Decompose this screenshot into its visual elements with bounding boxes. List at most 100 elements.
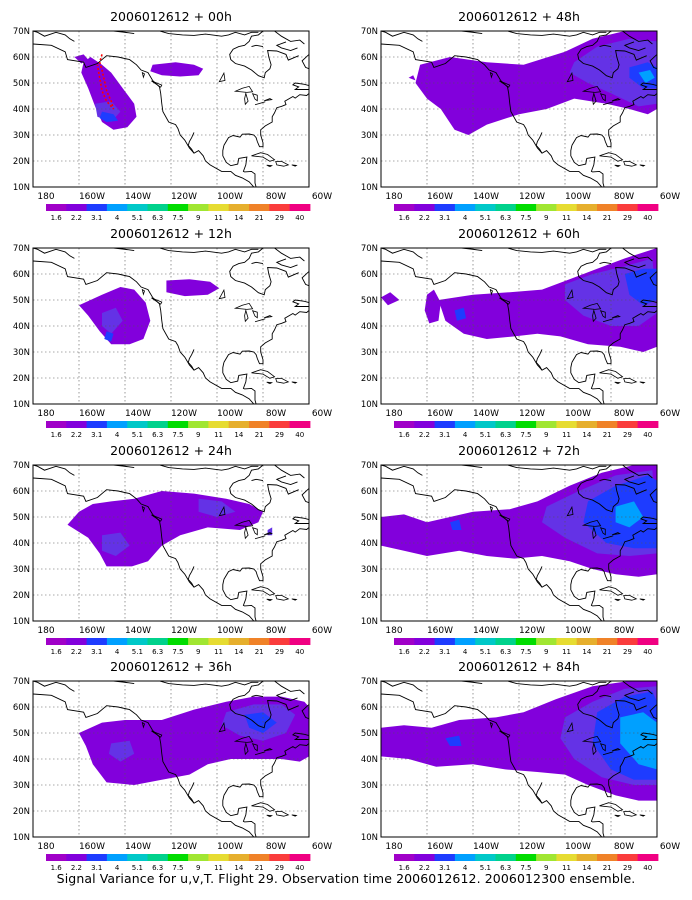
variance-shading — [381, 292, 400, 306]
panel-title: 2006012612 + 12h — [110, 226, 232, 241]
colorbar-label: 4 — [115, 864, 120, 872]
longitude-label: 60W — [312, 626, 332, 636]
colorbar-label: 11 — [562, 431, 571, 439]
longitude-label: 80W — [266, 409, 286, 419]
colorbar-label: 1.6 — [51, 431, 63, 439]
coastline — [33, 681, 75, 692]
latitude-label: 50N — [361, 79, 378, 89]
coastline — [614, 381, 622, 385]
latitude-label: 30N — [13, 131, 30, 141]
colorbar-label: 9 — [544, 214, 548, 222]
coastline — [535, 782, 543, 804]
colorbar: 1.6 2.2 3.1 4 5.1 6.3 7.5 9 11 14 21 29 40 — [46, 638, 311, 656]
colorbar-swatch — [597, 421, 618, 428]
map-area — [381, 31, 657, 187]
coastline — [264, 748, 273, 752]
colorbar-label: 29 — [275, 864, 284, 872]
colorbar-swatch — [394, 854, 415, 861]
colorbar-label: 2.2 — [71, 431, 82, 439]
colorbar-swatch — [208, 421, 230, 428]
coastline — [381, 260, 605, 404]
colorbar-label: 29 — [623, 431, 632, 439]
map-frame — [32, 30, 310, 188]
latitude-label: 70N — [361, 27, 378, 37]
coastline — [187, 349, 195, 371]
colorbar-label: 9 — [544, 648, 548, 656]
coastline — [275, 594, 290, 601]
panel-title: 2006012612 + 60h — [458, 226, 580, 241]
longitude-label: 180 — [385, 626, 402, 636]
variance-shading — [450, 519, 462, 530]
latitude-label: 20N — [361, 374, 378, 384]
coastline — [507, 681, 607, 687]
colorbar-swatch — [289, 421, 311, 428]
coastline — [612, 315, 621, 319]
longitude-label: 100W — [565, 626, 591, 636]
coastline — [218, 505, 226, 517]
longitude-label: 60W — [312, 842, 332, 852]
coastline — [592, 91, 597, 106]
coastline — [251, 802, 276, 812]
coastline — [266, 814, 274, 818]
latitude-label: 40N — [13, 539, 30, 549]
colorbar-label: 6.3 — [152, 864, 163, 872]
colorbar-label: 5.1 — [132, 864, 143, 872]
map-area — [33, 248, 309, 404]
colorbar-swatch — [269, 638, 291, 645]
variance-shading — [620, 712, 657, 770]
colorbar-label: 5.1 — [132, 648, 143, 656]
colorbar-swatch — [475, 204, 496, 211]
coastline — [571, 743, 657, 798]
colorbar-swatch — [556, 204, 578, 211]
variance-shading — [615, 501, 644, 528]
colorbar-label: 14 — [582, 864, 591, 872]
colorbar-swatch — [536, 854, 557, 861]
coastline — [535, 132, 543, 154]
panel-title: 2006012612 + 36h — [110, 659, 232, 674]
coastline — [612, 748, 621, 752]
coastline — [254, 535, 266, 540]
longitude-label: 100W — [217, 192, 243, 202]
latitude-label: 60N — [361, 270, 378, 280]
colorbar: 1.6 2.2 3.1 4 5.1 6.3 7.5 9 11 14 21 29 40 — [46, 854, 311, 872]
latitude-label: 30N — [361, 348, 378, 358]
map-area — [381, 248, 657, 404]
longitude-label: 100W — [565, 409, 591, 419]
coastline — [592, 525, 597, 540]
colorbar-swatch — [269, 421, 291, 428]
latitude-label: 10N — [361, 833, 378, 843]
longitude-label: 160W — [427, 626, 453, 636]
coastline — [151, 514, 163, 522]
variance-shading — [445, 735, 462, 746]
colorbar-swatch — [188, 638, 209, 645]
longitude-label: 140W — [473, 409, 499, 419]
colorbar-label: 14 — [582, 431, 591, 439]
coastline — [623, 810, 638, 817]
colorbar: 1.6 2.2 3.1 4 5.1 6.3 7.5 9 11 14 21 29 40 — [394, 854, 659, 872]
latitude-label: 30N — [361, 131, 378, 141]
colorbar-label: 9 — [544, 431, 548, 439]
coastline — [251, 527, 258, 536]
longitude-label: 120W — [171, 409, 197, 419]
latitude-label: 70N — [361, 244, 378, 254]
colorbar-swatch — [167, 421, 189, 428]
latitude-label: 30N — [361, 781, 378, 791]
coastline — [602, 101, 614, 106]
colorbar-swatch — [576, 638, 598, 645]
map-frame — [380, 30, 658, 188]
coastline — [599, 527, 606, 536]
colorbar-swatch — [597, 638, 618, 645]
latitude-label: 50N — [13, 296, 30, 306]
coastline — [229, 248, 299, 296]
coastline — [291, 299, 309, 307]
colorbar-label: 2.2 — [419, 648, 430, 656]
colorbar-swatch — [86, 638, 108, 645]
coastline — [489, 71, 493, 79]
longitude-label: 140W — [125, 409, 151, 419]
latitude-label: 30N — [13, 565, 30, 575]
latitude-label: 10N — [361, 183, 378, 193]
coastline — [599, 310, 606, 319]
colorbar-label: 21 — [603, 214, 612, 222]
colorbar-swatch — [454, 854, 476, 861]
coastline — [223, 310, 309, 365]
